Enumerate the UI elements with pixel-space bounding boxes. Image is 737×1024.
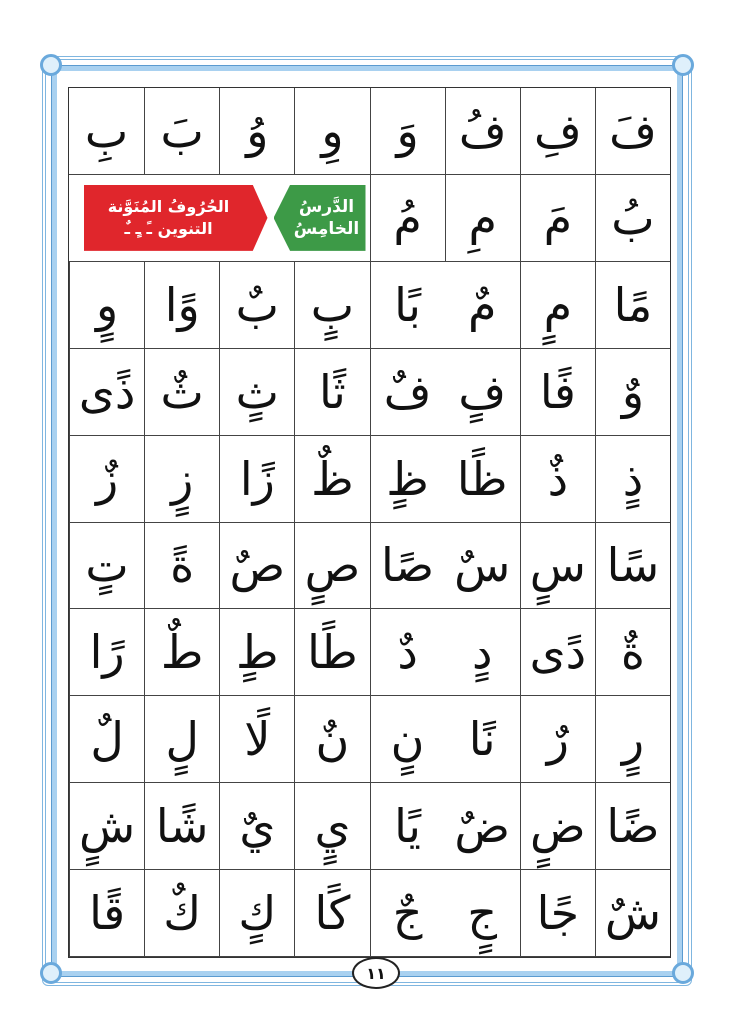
letter-cell: طٌ [144, 609, 220, 697]
letter-cell: شًا [144, 783, 220, 871]
letter-cell: كٌ [144, 870, 220, 957]
letter-cell: وُ [219, 88, 295, 175]
topic-banner: الحُرُوفُ المُنَوَّنة التنوين ـً ـٍ ـٌ [83, 184, 268, 251]
letter-cell: ثًا [294, 348, 370, 436]
letter-cell: شٍ [69, 783, 145, 871]
letter-cell: بًا [369, 261, 445, 349]
letter-cell: سٌ [444, 523, 520, 610]
letter-cell: تٍ [69, 522, 145, 610]
letter-cell: رٍ [594, 696, 670, 784]
letter-cell: نًا [444, 696, 520, 784]
letter-cell: ةٌ [594, 609, 670, 697]
letter-cell: ظًا [444, 436, 520, 523]
letter-cell: دٍ [444, 609, 520, 697]
letter-cell: لٌ [69, 696, 145, 784]
letter-cell: جٍ [444, 870, 520, 957]
corner-knot-icon [672, 962, 694, 984]
corner-knot-icon [672, 54, 694, 76]
letter-cell: فُ [444, 88, 520, 175]
letter-cell: ذٍ [594, 435, 670, 523]
letter-cell: فِ [519, 88, 595, 175]
letter-cell: طًا [294, 609, 370, 697]
letter-cell: سًا [594, 522, 670, 610]
letter-cell: ضًا [594, 783, 670, 871]
letter-cell: صٌ [219, 522, 295, 610]
lesson-number: الخامِسُ [293, 218, 360, 239]
letter-cell: ثٍ [219, 348, 295, 436]
letter-cell: جًا [519, 870, 595, 957]
letter-cell: زًا [219, 435, 295, 523]
letter-cell: صًا [369, 522, 445, 610]
letter-cell: كًا [294, 870, 370, 957]
letter-cell: كٍ [219, 870, 295, 957]
letter-cell: مَ [519, 174, 595, 262]
letter-cell: نٌ [294, 696, 370, 784]
letter-cell: ذٌ [519, 435, 595, 523]
letter-cell: زٌ [69, 435, 145, 523]
letter-cell: يًا [369, 783, 445, 871]
topic-subtitle: التنوين ـً ـٍ ـٌ [124, 218, 213, 238]
topic-title: الحُرُوفُ المُنَوَّنة [107, 197, 230, 217]
letter-cell: مًا [594, 261, 670, 349]
corner-knot-icon [40, 54, 62, 76]
letter-cell: مُ [369, 174, 445, 262]
letter-cell: جٌ [369, 870, 445, 957]
letter-cell: بُ [594, 174, 670, 262]
letter-cell: قًا [69, 870, 145, 957]
letter-cell: رًا [69, 609, 145, 697]
letter-cell: طٍ [219, 609, 295, 697]
letters-grid: فَ فِ فُ وَ وِ وُ بَ بِ بُ مَ مِ مُ الدَّرسُ الخامِسُ… [68, 87, 671, 958]
page-number: ١١ [352, 957, 400, 989]
letter-cell: ضٍ [519, 783, 595, 871]
letter-cell: لًا [219, 696, 295, 784]
letter-cell: فَ [594, 88, 670, 175]
letter-cell: مٍ [519, 261, 595, 349]
letter-cell: ثٌ [144, 348, 220, 436]
letter-cell: وٍ [69, 261, 145, 349]
letter-cell: ذًى [69, 348, 145, 436]
letter-cell: بِ [69, 88, 145, 175]
lesson-banner: الدَّرسُ الخامِسُ [273, 184, 366, 251]
letter-cell: صٍ [294, 522, 370, 610]
lesson-header: الدَّرسُ الخامِسُ الحُرُوفُ المُنَوَّنة الت… [69, 175, 370, 262]
letter-cell: لٍ [144, 696, 220, 784]
letter-cell: يٍ [294, 783, 370, 871]
letter-cell: دٌ [369, 609, 445, 697]
letter-cell: ظٍ [369, 435, 445, 523]
letter-cell: ظٌ [294, 435, 370, 523]
letter-cell: وًا [144, 261, 220, 349]
letter-cell: وٌ [594, 348, 670, 436]
letter-cell: بَ [144, 88, 220, 175]
letter-cell: مِ [444, 174, 520, 262]
letter-cell: فٍ [444, 349, 520, 436]
letter-cell: ضٌ [444, 783, 520, 871]
letter-cell: يٌ [219, 783, 295, 871]
letter-cell: دًى [519, 609, 595, 697]
letter-cell: سٍ [519, 522, 595, 610]
letter-cell: بٍ [294, 261, 370, 349]
letter-cell: زٍ [144, 435, 220, 523]
letter-cell: ةً [144, 522, 220, 610]
letter-cell: نٍ [369, 696, 445, 784]
letter-cell: شٌ [594, 870, 670, 957]
lesson-title: الدَّرسُ [298, 196, 355, 217]
letter-cell: وَ [369, 88, 445, 175]
letter-cell: فٌ [369, 348, 445, 436]
letter-cell: مٌ [444, 262, 520, 349]
letter-cell: وِ [294, 88, 370, 175]
letter-cell: فًا [519, 348, 595, 436]
letter-cell: بٌ [219, 261, 295, 349]
corner-knot-icon [40, 962, 62, 984]
letter-cell: رٌ [519, 696, 595, 784]
